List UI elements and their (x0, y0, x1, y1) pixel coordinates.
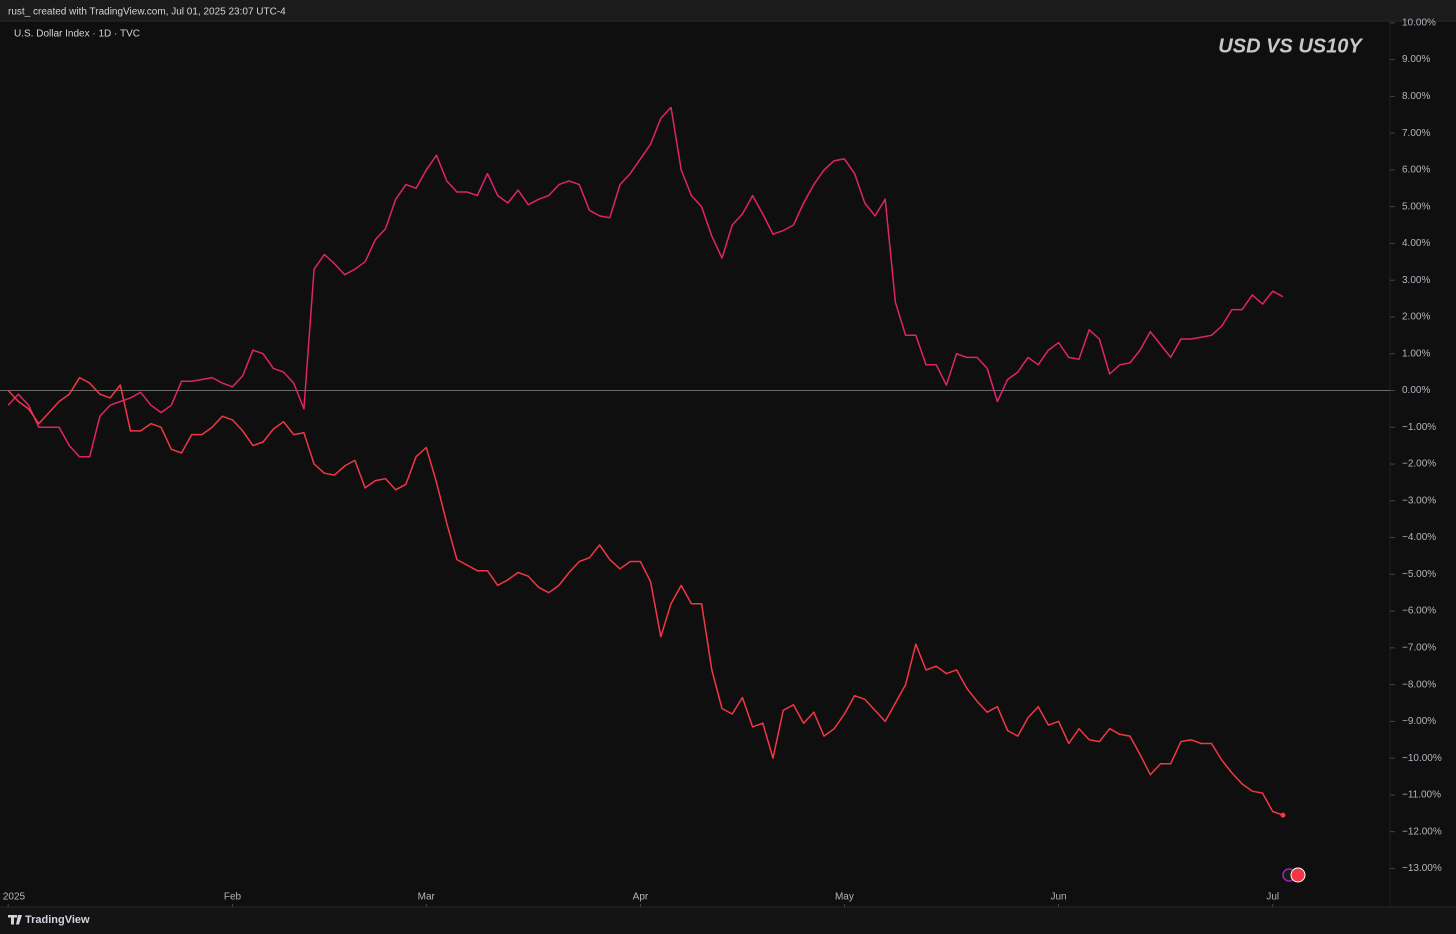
y-tick-label: −5.00% (1402, 569, 1436, 580)
brand: TradingView (25, 914, 90, 926)
y-tick-label: 9.00% (1402, 54, 1430, 65)
y-tick-label: −7.00% (1402, 643, 1436, 654)
chart-subtitle: U.S. Dollar Index · 1D · TVC (14, 29, 140, 40)
y-tick-label: −4.00% (1402, 532, 1436, 543)
y-tick-label: −10.00% (1402, 753, 1442, 764)
bottom-bar (0, 908, 1456, 934)
chart-title: USD VS US10Y (1218, 35, 1363, 57)
x-tick-label: Jun (1050, 892, 1066, 903)
y-tick-label: 7.00% (1402, 128, 1430, 139)
y-tick-label: −13.00% (1402, 863, 1442, 874)
top-bar (0, 0, 1456, 21)
y-tick-label: 10.00% (1402, 17, 1436, 28)
y-tick-label: −3.00% (1402, 495, 1436, 506)
x-tick-label: Feb (224, 892, 242, 903)
y-tick-label: 3.00% (1402, 275, 1430, 286)
series-line (7, 376, 1284, 816)
icon (1290, 867, 1306, 883)
y-tick-label: −9.00% (1402, 716, 1436, 727)
x-tick-label: Apr (633, 892, 649, 903)
series-line (7, 106, 1284, 458)
y-tick-label: −1.00% (1402, 422, 1436, 433)
y-tick-label: 0.00% (1402, 385, 1430, 396)
last-value-dot (1280, 812, 1286, 818)
x-tick-label: 2025 (3, 892, 26, 903)
y-tick-label: 4.00% (1402, 238, 1430, 249)
y-tick-label: 1.00% (1402, 348, 1430, 359)
y-tick-label: −2.00% (1402, 459, 1436, 470)
symbol-icons (1282, 867, 1306, 883)
y-tick-label: −8.00% (1402, 679, 1436, 690)
attribution: rust_ created with TradingView.com, Jul … (8, 7, 286, 18)
brand-logo (8, 915, 22, 925)
y-tick-label: −11.00% (1402, 790, 1441, 801)
x-tick-label: Mar (418, 892, 436, 903)
x-tick-label: May (835, 892, 854, 903)
y-tick-label: −6.00% (1402, 606, 1436, 617)
x-tick-label: Jul (1266, 892, 1279, 903)
y-tick-label: 5.00% (1402, 201, 1430, 212)
y-tick-label: 2.00% (1402, 312, 1430, 323)
y-tick-label: −12.00% (1402, 826, 1442, 837)
y-tick-label: 6.00% (1402, 165, 1430, 176)
y-tick-label: 8.00% (1402, 91, 1430, 102)
